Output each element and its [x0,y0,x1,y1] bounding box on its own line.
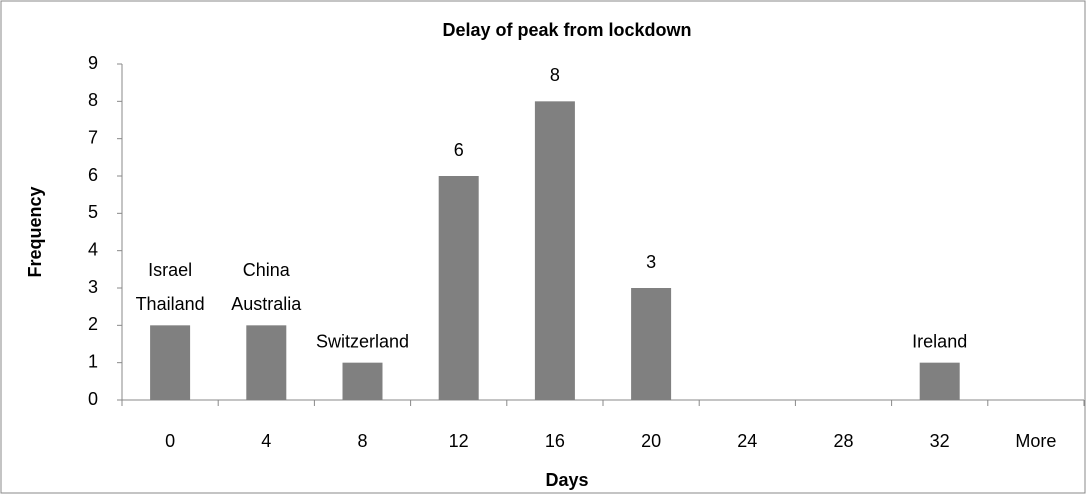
x-tick-label: 32 [930,431,950,451]
x-tick-label: 20 [641,431,661,451]
data-label: Ireland [912,331,967,351]
y-tick-label: 0 [88,389,98,409]
bar [631,288,672,400]
x-tick-label: 4 [261,431,271,451]
y-tick-label: 7 [88,127,98,147]
data-label: 6 [454,140,464,160]
data-label: China [243,260,291,280]
data-label: Switzerland [316,331,409,351]
bar [150,325,191,400]
bar [534,101,575,400]
x-tick-label: 16 [545,431,565,451]
y-tick-label: 6 [88,165,98,185]
data-label: Australia [231,294,302,314]
data-label: Israel [148,260,192,280]
y-tick-label: 2 [88,314,98,334]
data-label: Thailand [136,294,205,314]
bar [438,176,479,400]
x-tick-label: More [1015,431,1056,451]
y-tick-label: 9 [88,53,98,73]
x-tick-label: 12 [449,431,469,451]
bar [342,362,383,400]
x-tick-label: 28 [833,431,853,451]
y-tick-label: 4 [88,239,98,259]
y-tick-label: 1 [88,351,98,371]
data-label: 3 [646,252,656,272]
y-axis-label: Frequency [25,186,45,277]
x-tick-label: 8 [357,431,367,451]
chart-title: Delay of peak from lockdown [442,20,691,40]
bar [246,325,287,400]
bar [919,362,960,400]
x-axis-label: Days [545,470,588,490]
x-tick-label: 0 [165,431,175,451]
data-label: 8 [550,65,560,85]
y-tick-label: 5 [88,202,98,222]
y-tick-label: 3 [88,277,98,297]
y-tick-label: 8 [88,90,98,110]
x-tick-label: 24 [737,431,757,451]
